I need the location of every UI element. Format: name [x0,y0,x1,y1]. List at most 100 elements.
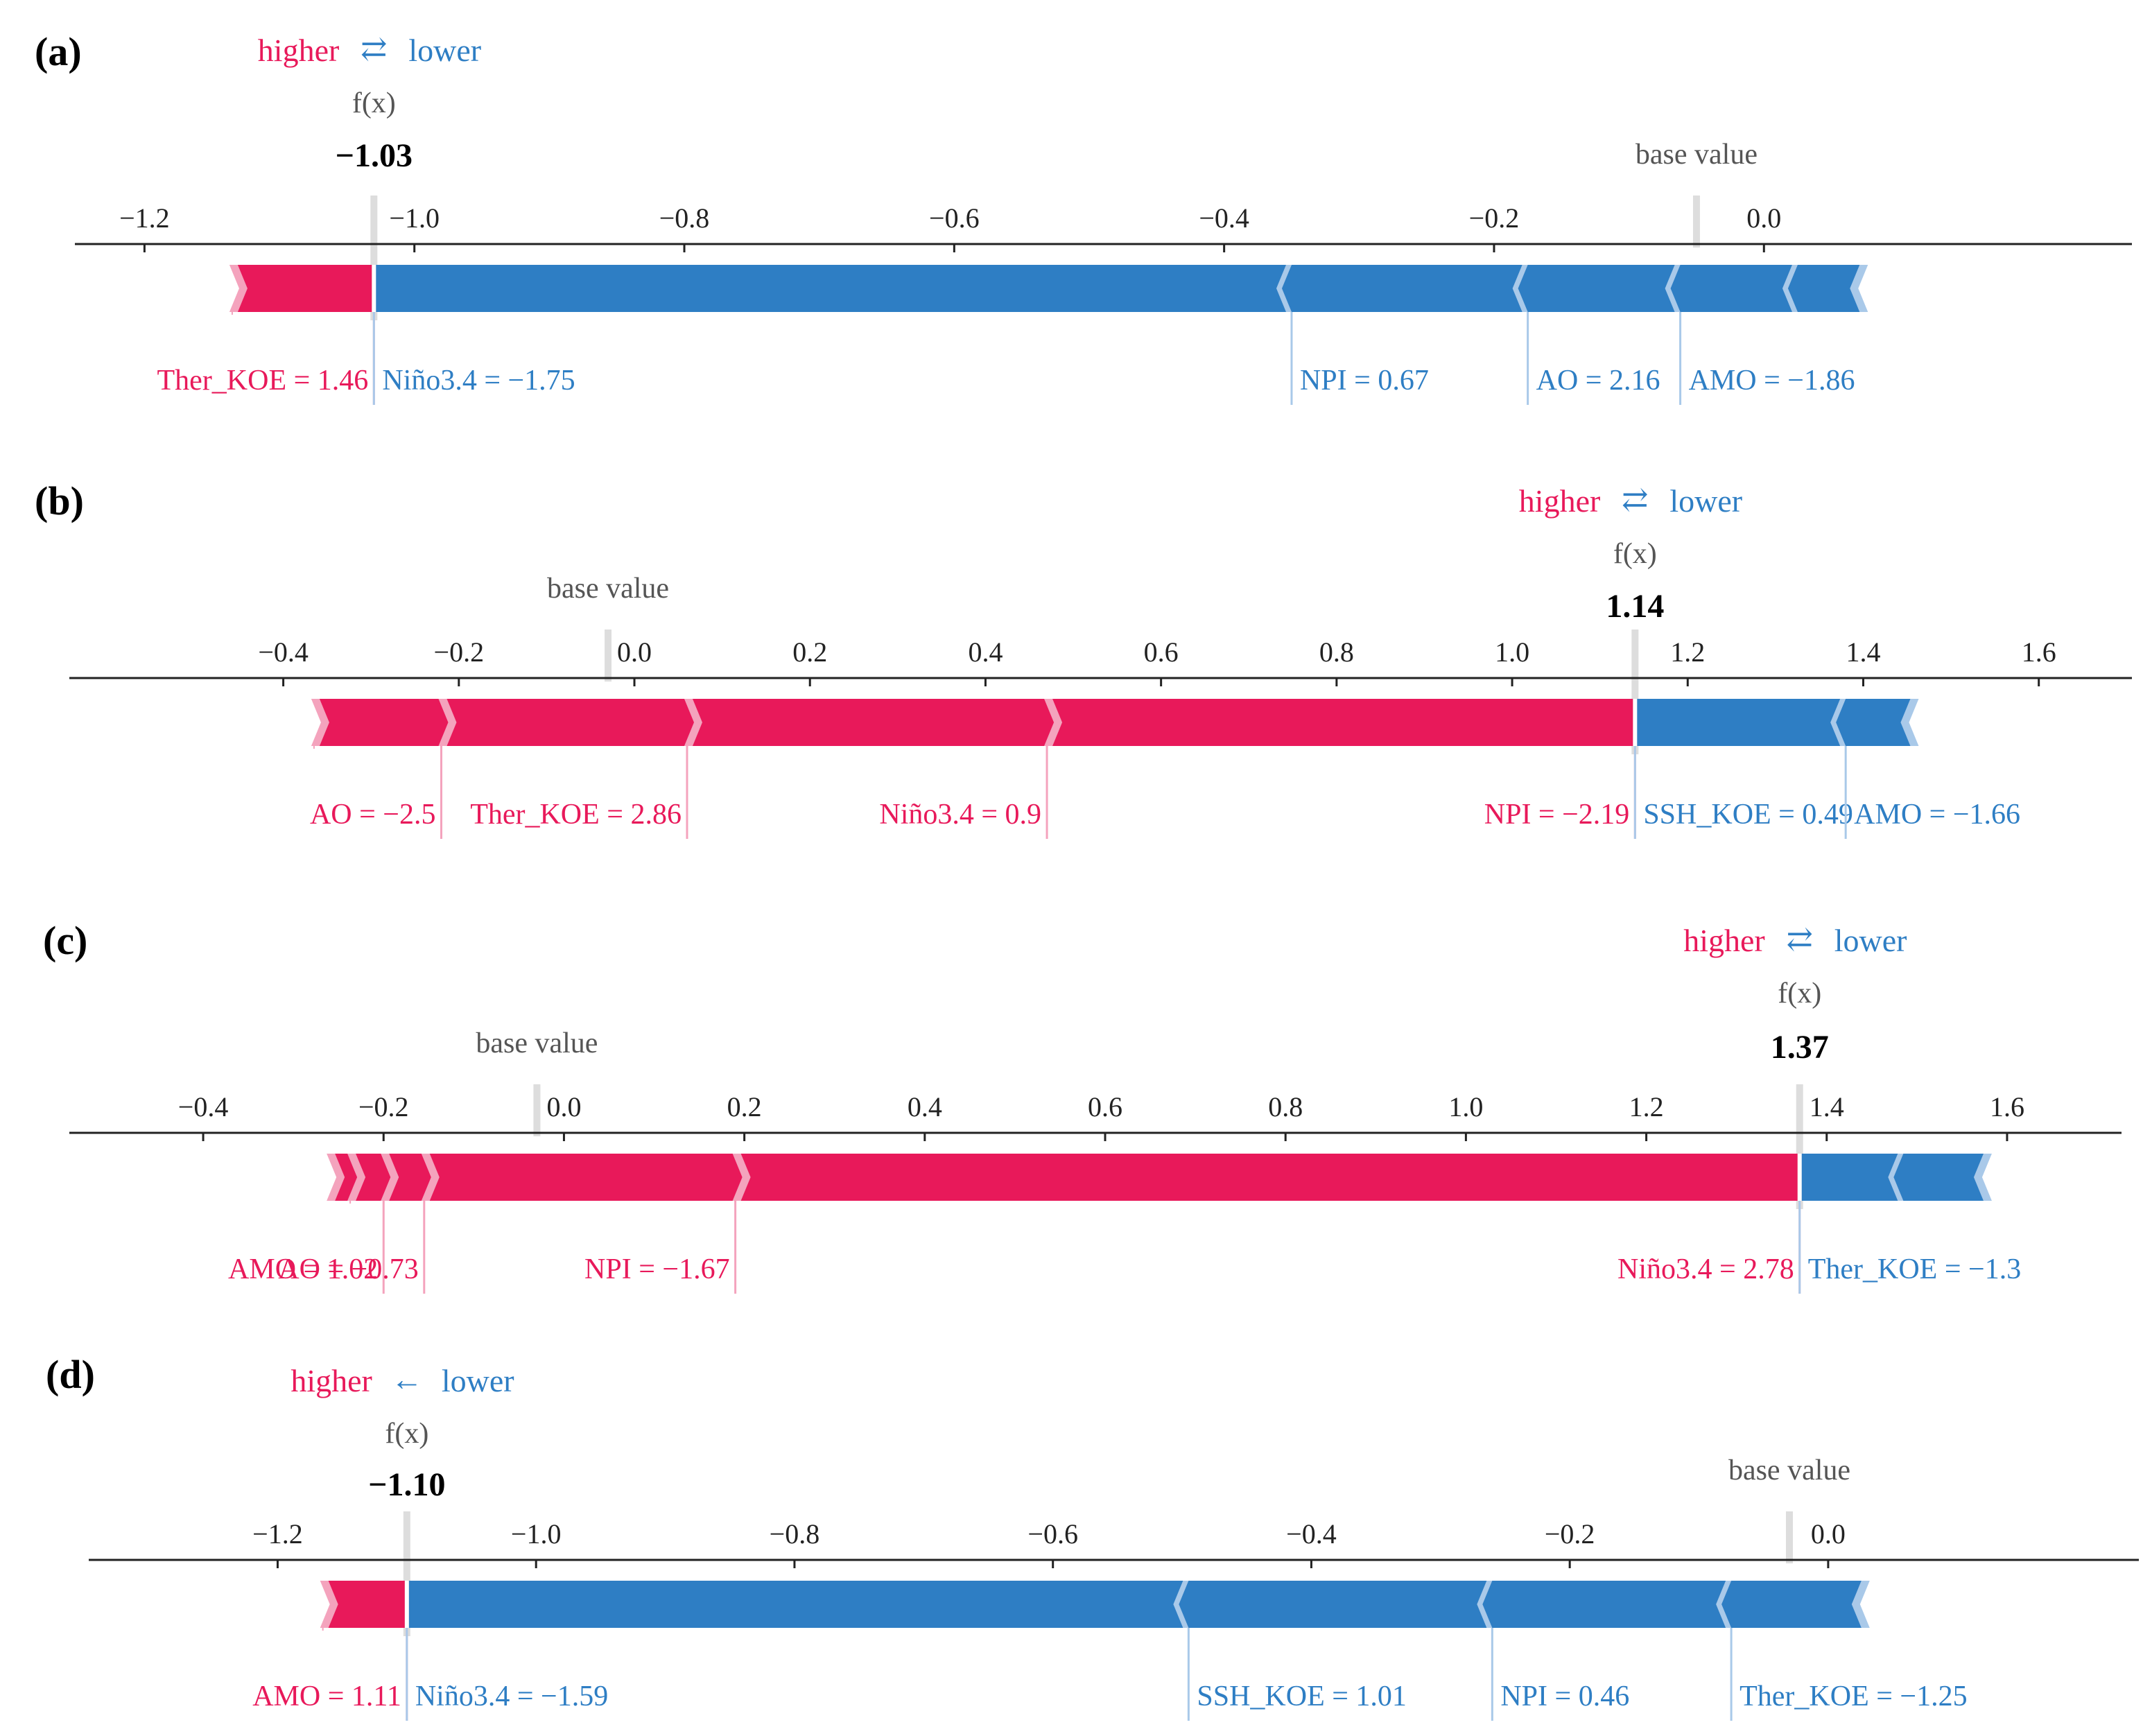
force-chevron [311,699,329,746]
x-tick-label: −1.0 [389,202,440,234]
x-tick-label: 1.2 [1670,636,1705,668]
base-value-label: base value [547,573,669,605]
x-tick-label: 0.8 [1268,1091,1303,1122]
legend-higher: higher [1683,923,1765,958]
x-tick-label: 0.6 [1088,1091,1122,1122]
force-chevron [1830,699,1849,746]
feature-label-positive: AO = −2.5 [310,799,436,831]
base-value-line [1692,196,1700,248]
legend-arrow-icon: ⇄ [361,31,388,67]
fx-marker-line [370,196,378,320]
x-tick-label: −0.4 [178,1091,229,1122]
base-value-label: base value [1636,139,1758,171]
force-chevron [1044,699,1063,746]
force-bar-negative [1893,1154,1989,1201]
fx-separator [1633,699,1638,746]
force-bar-positive [383,1154,434,1201]
feature-label-positive: Niño3.4 = 2.78 [1617,1253,1794,1285]
fx-separator [372,265,376,312]
x-tick-label: 1.4 [1810,1091,1844,1122]
x-tick-label: −0.6 [1027,1518,1078,1550]
base-value-line [605,630,612,682]
legend-lower: lower [442,1363,514,1398]
x-tick-label: 0.0 [1746,202,1781,234]
force-bar-negative [406,1581,1189,1628]
force-chevron [1716,1581,1735,1628]
x-tick-label: 1.6 [2022,636,2056,668]
panel-letter: (b) [35,478,84,523]
force-bar-positive [350,1154,394,1201]
force-bar-negative [1836,699,1916,746]
x-tick-label: 0.6 [1144,636,1179,668]
direction-legend: higher ← lower [290,1362,514,1398]
panel-letter: (d) [46,1352,95,1397]
x-tick-label: −1.2 [252,1518,303,1550]
fx-label: f(x) [1613,538,1657,570]
force-bar-positive [322,1581,407,1628]
force-chevron [1665,265,1683,312]
force-plot-panel: (a) higher ⇄ lower f(x) −1.03 base value −1.2 −1… [35,29,2132,405]
feature-label-negative: Ther_KOE = −1.25 [1739,1681,1967,1712]
feature-label-negative: AMO = −1.66 [1854,799,2020,831]
force-bar-positive [424,1154,745,1201]
feature-label-positive: Ther_KOE = 1.46 [157,365,369,397]
x-tick-label: 1.6 [1990,1091,2024,1122]
x-tick-label: −0.2 [1545,1518,1595,1550]
x-tick-label: 0.4 [908,1091,942,1122]
fx-separator [1797,1154,1802,1201]
x-tick-label: 0.4 [968,636,1003,668]
legend-higher: higher [1519,483,1601,519]
fx-value: 1.14 [1606,588,1664,625]
legend-higher: higher [258,33,340,68]
base-value-line [533,1084,541,1136]
force-chevron [732,1154,751,1201]
base-value-line [1785,1511,1793,1563]
feature-label-negative: AO = 2.16 [1536,365,1660,397]
x-tick-label: 0.2 [727,1091,762,1122]
force-chevron [347,1154,366,1201]
x-tick-label: −0.8 [770,1518,820,1550]
force-bar-positive [735,1154,1800,1201]
legend-lower: lower [408,33,481,68]
force-chevron [320,1581,338,1628]
force-bar-negative [374,265,1292,312]
feature-label-positive: NPI = −2.19 [1484,799,1630,831]
x-tick-label: −0.2 [1469,202,1520,234]
force-plot-panel: (d) higher ← lower f(x) −1.10 base value −1.2 −1… [46,1352,2139,1721]
base-value-label: base value [1728,1455,1850,1486]
force-bar-positive [232,265,374,312]
force-chevron [229,265,248,312]
legend-arrow-icon: ⇄ [1786,921,1813,957]
force-chevron [327,1154,345,1201]
force-bar-negative [1518,265,1681,312]
direction-legend: higher ⇄ lower [1683,921,1907,958]
feature-label-negative: NPI = 0.67 [1300,365,1429,397]
force-chevron [1173,1581,1192,1628]
x-tick-label: −0.4 [1286,1518,1337,1550]
fx-marker-line [1796,1084,1803,1209]
feature-label-negative: Niño3.4 = −1.75 [382,365,575,397]
force-chevron [1782,265,1801,312]
x-tick-label: −0.8 [659,202,710,234]
force-bar-negative [1799,1154,1904,1201]
force-plot-panel: (b) higher ⇄ lower f(x) 1.14 base value −0.4 −0.… [35,478,2132,839]
fx-label: f(x) [352,87,396,119]
force-chevron [1477,1581,1495,1628]
legend-arrow-icon: ← [391,1362,423,1397]
x-tick-label: 0.0 [546,1091,581,1122]
feature-label-positive: AMO = 1.11 [252,1681,401,1712]
feature-label-negative: SSH_KOE = 0.49 [1643,799,1853,831]
x-tick-label: 1.4 [1846,636,1880,668]
feature-label-negative: NPI = 0.46 [1500,1681,1629,1712]
fx-marker-line [1631,630,1639,754]
legend-higher: higher [290,1363,372,1398]
force-bar-negative [1787,265,1866,312]
force-chevron [684,699,702,746]
feature-label-negative: SSH_KOE = 1.01 [1197,1681,1407,1712]
x-tick-label: −0.4 [1199,202,1249,234]
force-chevron [381,1154,399,1201]
x-tick-label: 1.2 [1629,1091,1664,1122]
base-value-label: base value [476,1027,598,1059]
fx-label: f(x) [385,1418,428,1450]
